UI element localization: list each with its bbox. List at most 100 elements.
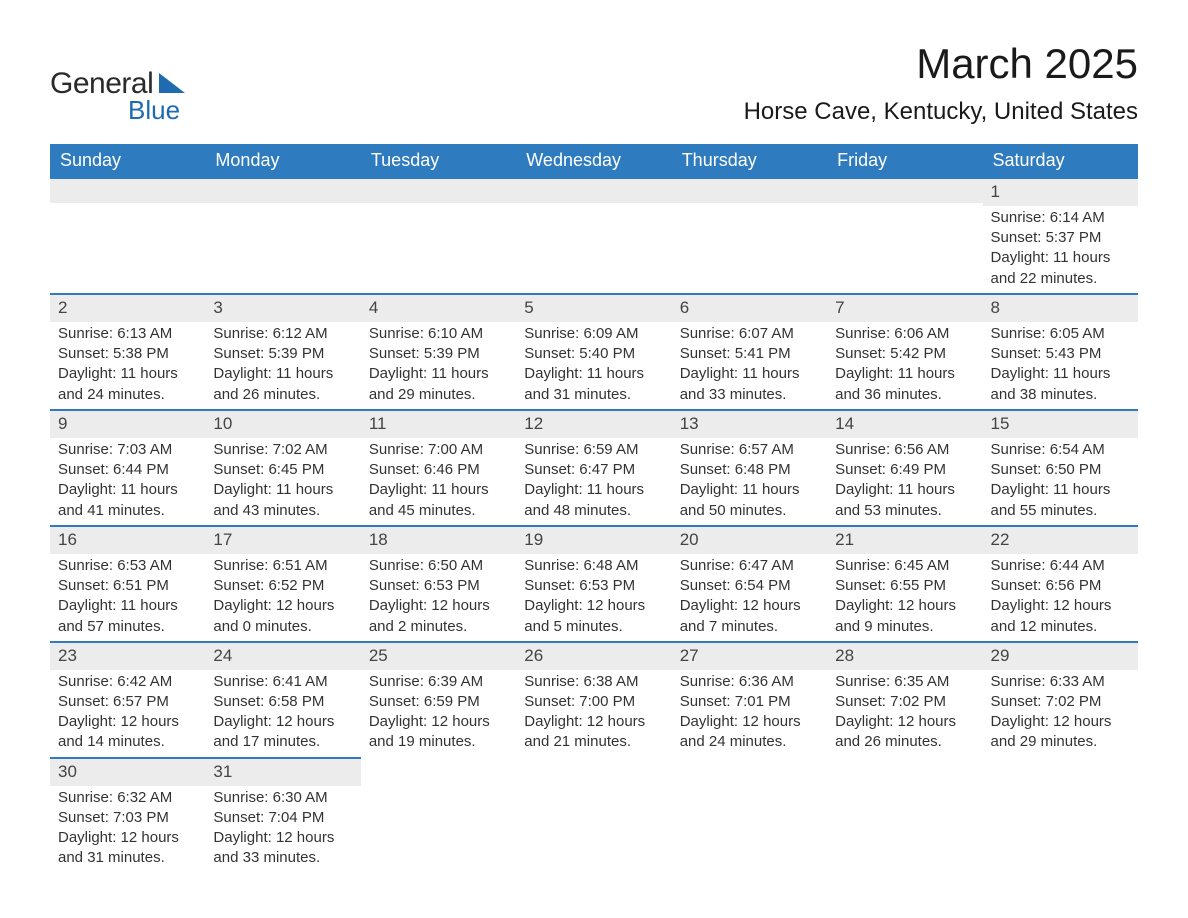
sunrise-text: Sunrise: 6:54 AM xyxy=(991,440,1130,460)
week-daynum-row: 3031 xyxy=(50,757,1138,786)
day-number: 10 xyxy=(205,409,360,438)
daylight-text: and 26 minutes. xyxy=(835,732,974,752)
sunset-text: Sunset: 7:02 PM xyxy=(991,692,1130,712)
day-number: 12 xyxy=(516,409,671,438)
day-cell-header: 7 xyxy=(827,293,982,322)
day-number: 28 xyxy=(827,641,982,670)
daylight-text: Daylight: 12 hours xyxy=(524,712,663,732)
day-number: 6 xyxy=(672,293,827,322)
sunset-text: Sunset: 6:45 PM xyxy=(213,460,352,480)
daylight-text: Daylight: 12 hours xyxy=(835,712,974,732)
sunrise-text: Sunrise: 6:59 AM xyxy=(524,440,663,460)
day-cell-body: Sunrise: 7:00 AMSunset: 6:46 PMDaylight:… xyxy=(361,438,516,525)
day-cell-header: 6 xyxy=(672,293,827,322)
daylight-text: Daylight: 12 hours xyxy=(58,712,197,732)
daylight-text: and 57 minutes. xyxy=(58,617,197,637)
day-cell-body: Sunrise: 6:57 AMSunset: 6:48 PMDaylight:… xyxy=(672,438,827,525)
brand-logo: General Blue xyxy=(50,67,185,126)
day-number: 30 xyxy=(50,757,205,786)
sunrise-text: Sunrise: 6:51 AM xyxy=(213,556,352,576)
daylight-text: and 33 minutes. xyxy=(680,385,819,405)
sunrise-text: Sunrise: 6:47 AM xyxy=(680,556,819,576)
day-cell-body: Sunrise: 6:36 AMSunset: 7:01 PMDaylight:… xyxy=(672,670,827,757)
day-cell-header xyxy=(516,757,671,786)
day-number: 31 xyxy=(205,757,360,786)
day-cell-header: 17 xyxy=(205,525,360,554)
week-daynum-row: 16171819202122 xyxy=(50,525,1138,554)
day-header: Wednesday xyxy=(516,144,671,177)
day-number: 14 xyxy=(827,409,982,438)
sunrise-text: Sunrise: 6:07 AM xyxy=(680,324,819,344)
week-body-row: Sunrise: 6:32 AMSunset: 7:03 PMDaylight:… xyxy=(50,786,1138,873)
sunset-text: Sunset: 6:53 PM xyxy=(369,576,508,596)
day-cell-header: 3 xyxy=(205,293,360,322)
sunrise-text: Sunrise: 6:36 AM xyxy=(680,672,819,692)
daylight-text: and 33 minutes. xyxy=(213,848,352,868)
day-cell-header: 26 xyxy=(516,641,671,670)
week-body-row: Sunrise: 6:53 AMSunset: 6:51 PMDaylight:… xyxy=(50,554,1138,641)
day-number: 20 xyxy=(672,525,827,554)
daylight-text: and 48 minutes. xyxy=(524,501,663,521)
sunrise-text: Sunrise: 6:45 AM xyxy=(835,556,974,576)
sunset-text: Sunset: 6:52 PM xyxy=(213,576,352,596)
day-number: 26 xyxy=(516,641,671,670)
day-cell-body xyxy=(361,206,516,293)
day-cell-header: 23 xyxy=(50,641,205,670)
sunset-text: Sunset: 6:47 PM xyxy=(524,460,663,480)
day-cell-body: Sunrise: 6:51 AMSunset: 6:52 PMDaylight:… xyxy=(205,554,360,641)
daylight-text: Daylight: 11 hours xyxy=(835,480,974,500)
location-title: Horse Cave, Kentucky, United States xyxy=(744,98,1138,126)
day-number: 3 xyxy=(205,293,360,322)
day-cell-header: 20 xyxy=(672,525,827,554)
daylight-text: Daylight: 11 hours xyxy=(680,480,819,500)
day-cell-body xyxy=(205,206,360,293)
sunrise-text: Sunrise: 6:42 AM xyxy=(58,672,197,692)
day-cell-body: Sunrise: 6:05 AMSunset: 5:43 PMDaylight:… xyxy=(983,322,1138,409)
day-number: 27 xyxy=(672,641,827,670)
day-cell-body: Sunrise: 6:54 AMSunset: 6:50 PMDaylight:… xyxy=(983,438,1138,525)
sunrise-text: Sunrise: 6:10 AM xyxy=(369,324,508,344)
day-cell-header xyxy=(361,757,516,786)
sunset-text: Sunset: 7:04 PM xyxy=(213,808,352,828)
day-cell-header: 18 xyxy=(361,525,516,554)
week-daynum-row: 9101112131415 xyxy=(50,409,1138,438)
day-number: 17 xyxy=(205,525,360,554)
daylight-text: and 9 minutes. xyxy=(835,617,974,637)
day-cell-body: Sunrise: 6:50 AMSunset: 6:53 PMDaylight:… xyxy=(361,554,516,641)
day-header: Monday xyxy=(205,144,360,177)
daylight-text: Daylight: 11 hours xyxy=(991,364,1130,384)
daylight-text: and 53 minutes. xyxy=(835,501,974,521)
day-number: 19 xyxy=(516,525,671,554)
daylight-text: and 12 minutes. xyxy=(991,617,1130,637)
sunrise-text: Sunrise: 7:03 AM xyxy=(58,440,197,460)
daylight-text: Daylight: 12 hours xyxy=(680,712,819,732)
sunset-text: Sunset: 6:59 PM xyxy=(369,692,508,712)
daylight-text: and 0 minutes. xyxy=(213,617,352,637)
day-cell-body: Sunrise: 6:48 AMSunset: 6:53 PMDaylight:… xyxy=(516,554,671,641)
sunrise-text: Sunrise: 6:50 AM xyxy=(369,556,508,576)
day-cell-body: Sunrise: 6:59 AMSunset: 6:47 PMDaylight:… xyxy=(516,438,671,525)
sunset-text: Sunset: 6:54 PM xyxy=(680,576,819,596)
sunrise-text: Sunrise: 6:57 AM xyxy=(680,440,819,460)
brand-triangle-icon xyxy=(159,73,185,93)
sunset-text: Sunset: 5:42 PM xyxy=(835,344,974,364)
day-cell-body xyxy=(827,786,982,873)
day-cell-header xyxy=(983,757,1138,786)
day-number: 8 xyxy=(983,293,1138,322)
daylight-text: and 29 minutes. xyxy=(369,385,508,405)
daylight-text: Daylight: 11 hours xyxy=(991,248,1130,268)
day-cell-body: Sunrise: 6:39 AMSunset: 6:59 PMDaylight:… xyxy=(361,670,516,757)
sunset-text: Sunset: 6:56 PM xyxy=(991,576,1130,596)
daylight-text: and 38 minutes. xyxy=(991,385,1130,405)
sunrise-text: Sunrise: 6:14 AM xyxy=(991,208,1130,228)
day-cell-header: 16 xyxy=(50,525,205,554)
sunrise-text: Sunrise: 6:56 AM xyxy=(835,440,974,460)
sunrise-text: Sunrise: 6:53 AM xyxy=(58,556,197,576)
day-cell-body: Sunrise: 7:03 AMSunset: 6:44 PMDaylight:… xyxy=(50,438,205,525)
day-cell-header: 28 xyxy=(827,641,982,670)
day-cell-body: Sunrise: 6:30 AMSunset: 7:04 PMDaylight:… xyxy=(205,786,360,873)
daylight-text: and 2 minutes. xyxy=(369,617,508,637)
day-cell-header: 15 xyxy=(983,409,1138,438)
day-cell-header: 25 xyxy=(361,641,516,670)
day-cell-header xyxy=(50,177,205,206)
